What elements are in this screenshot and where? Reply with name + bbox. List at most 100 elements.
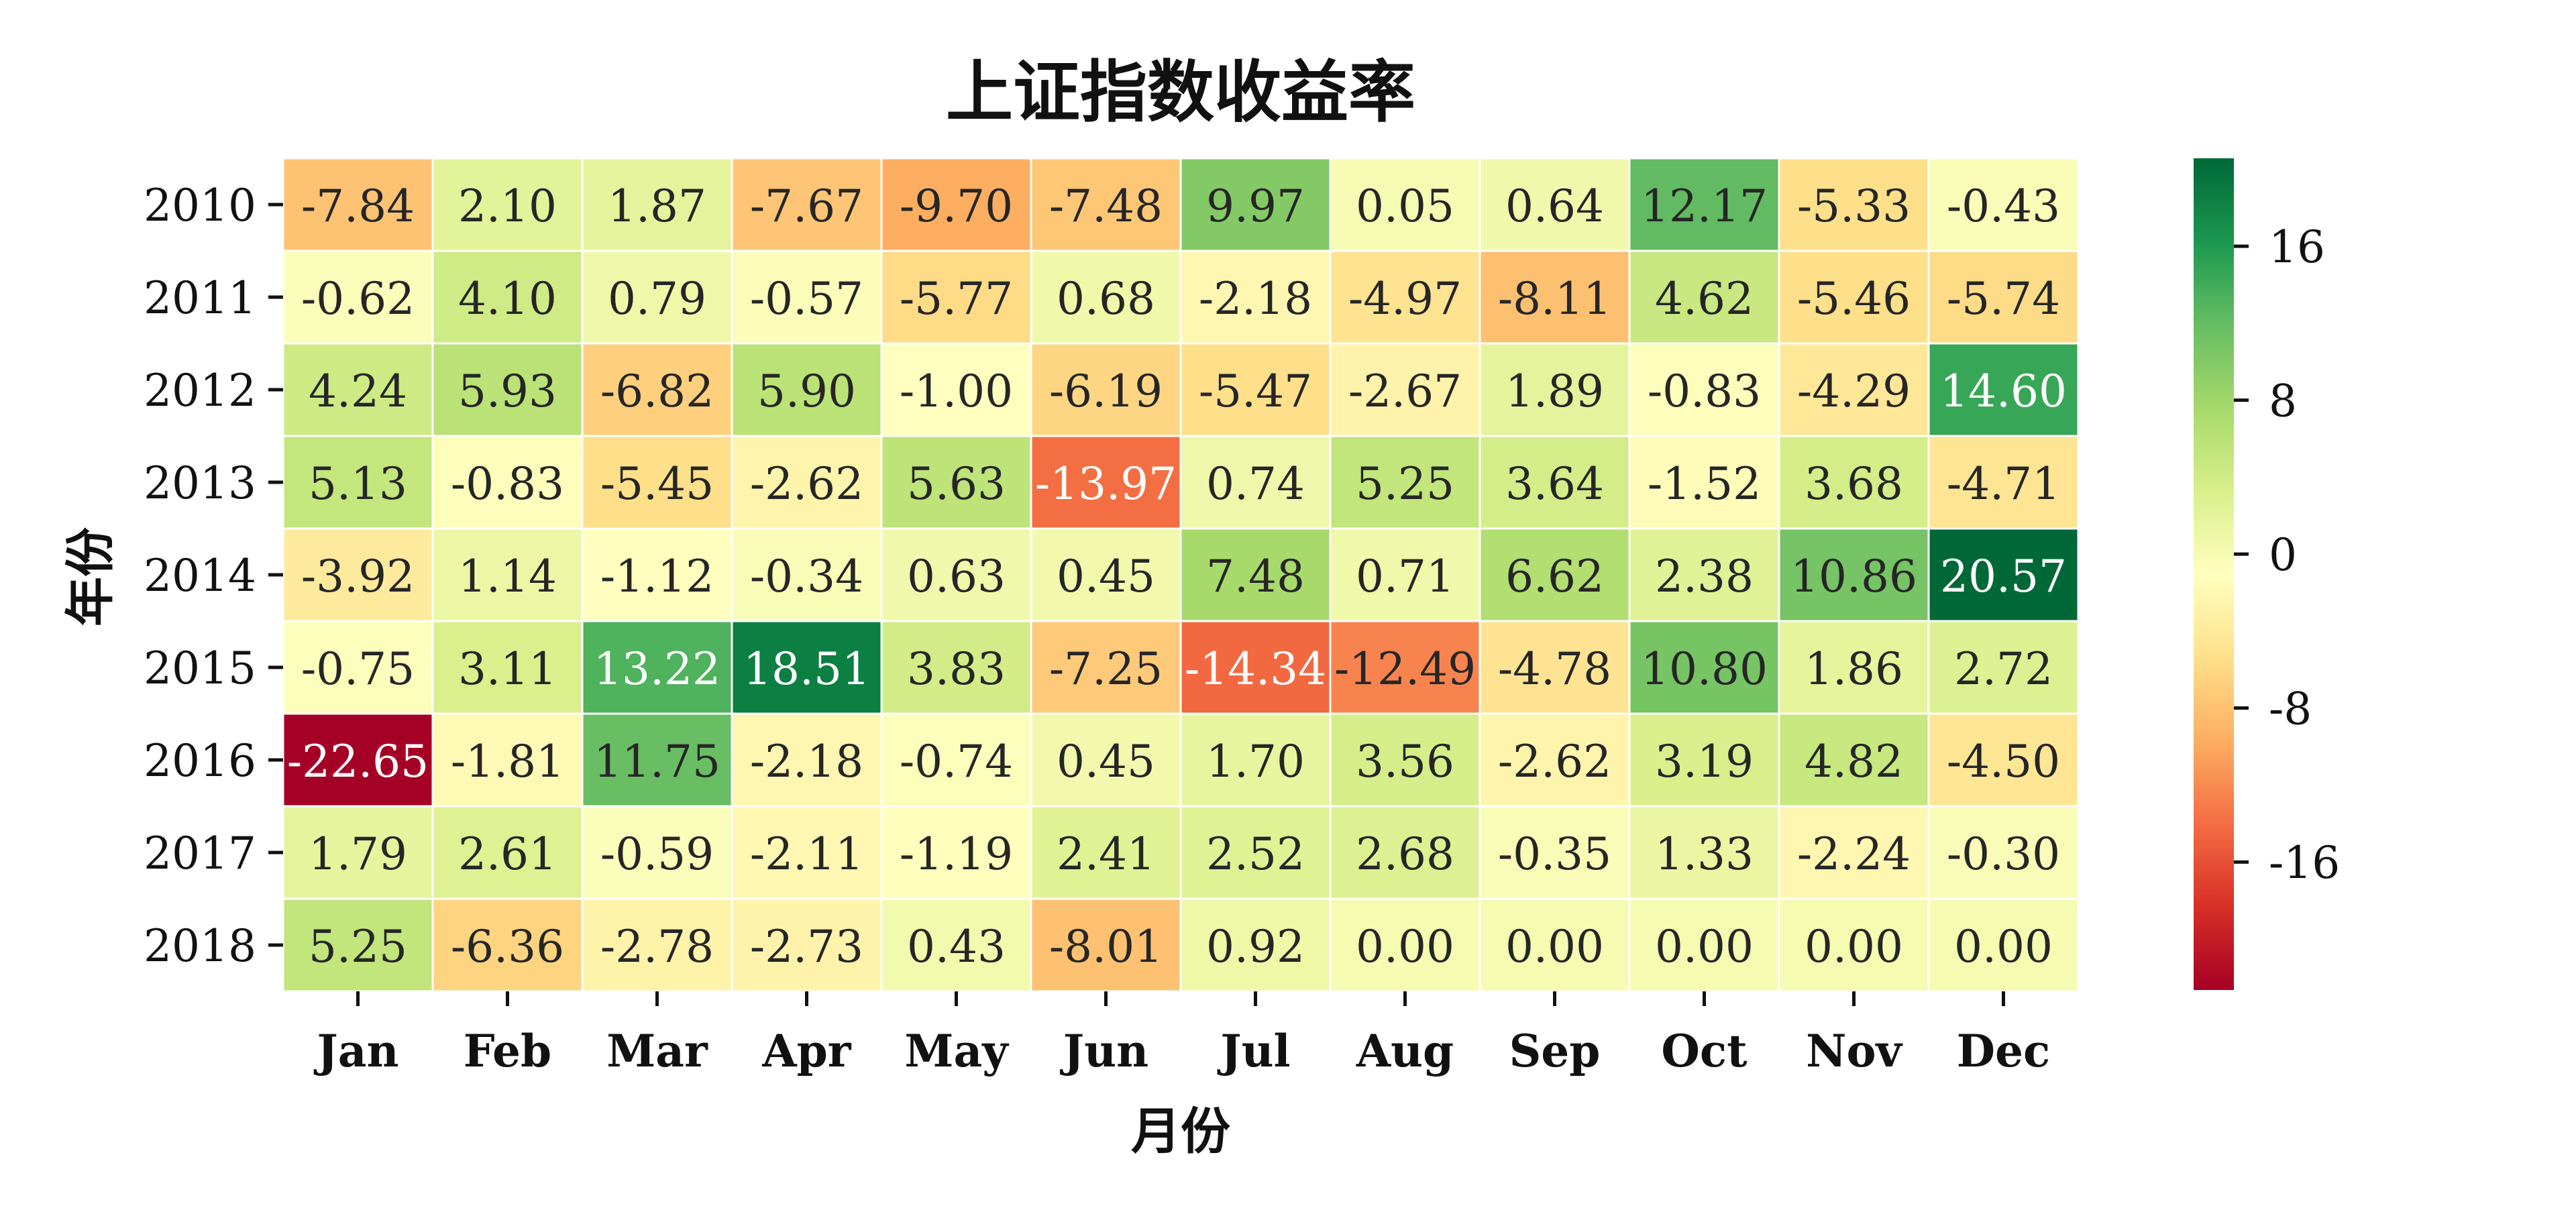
- cell-value-label: -1.52: [1648, 458, 1761, 510]
- x-tick-label-jan: Jan: [314, 1025, 399, 1077]
- cell-value-label: 0.00: [1954, 921, 2053, 973]
- heatmap-cell-2012-Jul: [1179, 342, 1332, 437]
- heatmap-cell-2016-Mar: [581, 712, 733, 808]
- heatmap-cell-2014-Nov: [1778, 527, 1930, 622]
- cell-value-label: 2.41: [1057, 828, 1155, 880]
- heatmap-cell-2011-Jul: [1179, 250, 1332, 345]
- heatmap-cell-2016-Apr: [731, 712, 883, 808]
- cell-value-label: -7.84: [301, 180, 415, 232]
- cell-value-label: -0.43: [1947, 180, 2060, 232]
- cell-value-label: 0.43: [907, 921, 1006, 973]
- x-axis-title: 月份: [1131, 1103, 1230, 1160]
- heatmap-cell-2011-Feb: [431, 250, 584, 345]
- cell-value-label: 2.38: [1655, 551, 1754, 602]
- cell-value-label: 1.14: [458, 551, 557, 602]
- heatmap-cell-2017-Nov: [1778, 805, 1930, 900]
- cell-value-label: 0.00: [1655, 921, 1754, 973]
- cell-value-label: -14.34: [1185, 643, 1326, 695]
- cell-value-label: 2.52: [1206, 828, 1305, 880]
- cell-value-label: 0.00: [1356, 921, 1454, 973]
- heatmap-cell-2015-Sep: [1479, 620, 1631, 715]
- heatmap-cell-2013-Jun: [1030, 435, 1182, 530]
- cell-value-label: -5.77: [900, 273, 1013, 325]
- heatmap-cell-2015-Aug: [1329, 620, 1481, 715]
- cell-value-label: -8.01: [1049, 921, 1163, 973]
- heatmap-cell-2014-May: [880, 527, 1032, 622]
- heatmap-cell-2010-Jun: [1030, 157, 1182, 252]
- heatmap-cell-2014-Jan: [282, 527, 434, 622]
- heatmap-cell-2014-Mar: [581, 527, 733, 622]
- cell-value-label: -9.70: [900, 180, 1013, 232]
- cell-value-label: -0.75: [301, 643, 415, 695]
- cell-value-label: 4.62: [1655, 273, 1754, 325]
- cell-value-label: 18.51: [743, 643, 870, 695]
- heatmap-cell-2015-Jan: [282, 620, 434, 715]
- y-tick-label-2011: 2011: [144, 272, 256, 324]
- cell-value-label: 5.25: [1356, 458, 1454, 510]
- cell-value-label: 9.97: [1206, 180, 1305, 232]
- heatmap-cell-2014-Aug: [1329, 527, 1481, 622]
- heatmap-cell-2013-Apr: [731, 435, 883, 530]
- x-tick-label-dec: Dec: [1957, 1025, 2050, 1077]
- cell-value-label: -2.62: [1498, 736, 1611, 787]
- heatmap-cell-2012-Jan: [282, 342, 434, 437]
- cell-value-label: -2.62: [750, 458, 863, 510]
- heatmap-cell-2018-Jul: [1179, 897, 1332, 993]
- cell-value-label: -0.83: [451, 458, 564, 510]
- cell-value-label: 7.48: [1206, 551, 1305, 602]
- heatmap-cell-2011-Aug: [1329, 250, 1481, 345]
- cell-value-label: 3.68: [1805, 458, 1903, 510]
- cell-value-label: 5.93: [458, 366, 557, 417]
- cell-value-label: -6.82: [600, 366, 714, 417]
- cell-value-label: 4.10: [458, 273, 557, 325]
- heatmap-cell-2013-Sep: [1479, 435, 1631, 530]
- heatmap-cell-2014-Feb: [431, 527, 584, 622]
- heatmap-cell-2010-Oct: [1628, 157, 1780, 252]
- heatmap-cell-2010-Aug: [1329, 157, 1481, 252]
- heatmap-cell-2016-Dec: [1927, 712, 2080, 808]
- heatmap-cell-2012-Apr: [731, 342, 883, 437]
- heatmap-cell-2011-Jun: [1030, 250, 1182, 345]
- heatmap-cell-2017-Dec: [1927, 805, 2080, 900]
- cell-value-label: -2.11: [750, 828, 863, 880]
- heatmap-cell-2017-Oct: [1628, 805, 1780, 900]
- cell-value-label: -0.62: [301, 273, 415, 325]
- heatmap-cell-2015-Jun: [1030, 620, 1182, 715]
- cell-value-label: -22.65: [287, 736, 429, 787]
- heatmap-cell-2016-Jan: [282, 712, 434, 808]
- heatmap-cell-2016-Sep: [1479, 712, 1631, 808]
- x-tick-label-nov: Nov: [1806, 1025, 1902, 1077]
- heatmap-cell-2013-Mar: [581, 435, 733, 530]
- cell-value-label: 0.64: [1505, 180, 1604, 232]
- heatmap-cell-2016-Nov: [1778, 712, 1930, 808]
- x-tick-label-apr: Apr: [761, 1025, 851, 1077]
- cell-value-label: 6.62: [1505, 551, 1604, 602]
- y-axis-title: 年份: [62, 527, 119, 626]
- cell-value-label: -0.59: [600, 828, 714, 880]
- cell-value-label: -2.24: [1797, 828, 1911, 880]
- cell-value-label: -4.71: [1947, 458, 2060, 510]
- cell-value-label: -1.00: [900, 366, 1013, 417]
- cell-value-label: 0.92: [1206, 921, 1305, 973]
- cell-value-label: 10.86: [1790, 551, 1917, 602]
- colorbar-ticks: 16 8 0 -8 -16: [2234, 221, 2340, 889]
- cell-value-label: -1.12: [600, 551, 714, 602]
- cell-value-label: 0.00: [1805, 921, 1903, 973]
- cell-value-label: -4.97: [1348, 273, 1462, 325]
- heatmap-cell-2015-Apr: [731, 620, 883, 715]
- cell-value-label: 2.61: [458, 828, 557, 880]
- cell-value-label: 1.79: [309, 828, 407, 880]
- colorbar-tick-label: -16: [2269, 837, 2340, 889]
- heatmap-cell-2015-Jul: [1179, 620, 1332, 715]
- x-tick-label-may: May: [904, 1025, 1009, 1077]
- heatmap-cell-2010-Mar: [581, 157, 733, 252]
- cell-value-label: -7.67: [750, 180, 863, 232]
- cell-value-label: -3.92: [301, 551, 415, 602]
- cell-value-label: -0.30: [1947, 828, 2060, 880]
- heatmap-cell-2017-May: [880, 805, 1032, 900]
- cell-value-label: 1.86: [1805, 643, 1903, 695]
- cell-value-label: 2.68: [1356, 828, 1454, 880]
- cell-value-label: -1.81: [451, 736, 564, 787]
- y-tick-label-2012: 2012: [144, 365, 256, 417]
